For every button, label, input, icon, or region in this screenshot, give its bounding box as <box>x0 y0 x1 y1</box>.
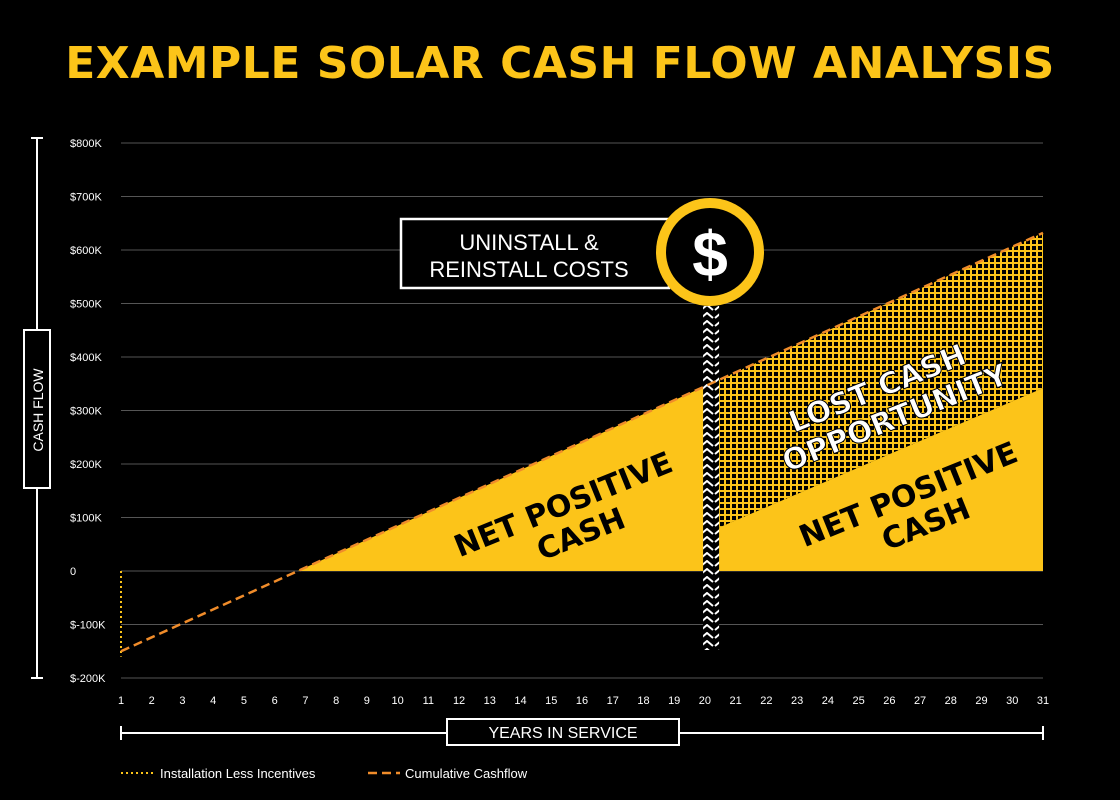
x-tick-label: 20 <box>699 695 711 707</box>
x-tick-label: 15 <box>545 695 557 707</box>
legend-label-cumulative: Cumulative Cashflow <box>405 766 528 781</box>
y-axis-label-box <box>23 329 51 489</box>
x-axis-ticks: 1 2 3 4 5 6 7 8 9 10 11 12 13 14 15 16 17 18 19 20 21 22 23 24 2… <box>118 695 1049 707</box>
x-tick-label: 14 <box>514 695 526 707</box>
x-tick-label: 2 <box>149 695 155 707</box>
x-tick-label: 26 <box>883 695 895 707</box>
x-tick-label: 25 <box>852 695 864 707</box>
x-tick-label: 3 <box>179 695 185 707</box>
x-tick-label: 9 <box>364 695 370 707</box>
y-tick-label: $500K <box>70 299 102 311</box>
y-tick-label: $800K <box>70 138 102 150</box>
y-tick-label: $-100K <box>70 620 106 632</box>
y-tick-label: $100K <box>70 513 102 525</box>
x-tick-label: 13 <box>484 695 496 707</box>
x-tick-label: 21 <box>730 695 742 707</box>
x-tick-label: 18 <box>637 695 649 707</box>
dollar-icon: $ <box>692 218 728 290</box>
x-axis-label-box <box>446 718 680 746</box>
lost-cash-opportunity-area <box>711 232 1043 531</box>
callout-box <box>399 217 671 290</box>
x-tick-label: 30 <box>1006 695 1018 707</box>
x-tick-label: 4 <box>210 695 216 707</box>
y-tick-label: $700K <box>70 192 102 204</box>
x-tick-label: 19 <box>668 695 680 707</box>
net-positive-cash-area-2 <box>711 388 1043 571</box>
x-tick-label: 28 <box>945 695 957 707</box>
x-tick-label: 29 <box>975 695 987 707</box>
y-tick-label: $400K <box>70 352 102 364</box>
chart-title: EXAMPLE SOLAR CASH FLOW ANALYSIS <box>65 38 1055 89</box>
x-tick-label: 22 <box>760 695 772 707</box>
x-tick-label: 7 <box>302 695 308 707</box>
y-tick-label: $600K <box>70 245 102 257</box>
legend-label-installation: Installation Less Incentives <box>160 766 316 781</box>
x-tick-label: 17 <box>607 695 619 707</box>
series-cumulative-cashflow <box>120 231 1044 653</box>
x-tick-label: 12 <box>453 695 465 707</box>
legend: Installation Less Incentives Cumulative … <box>121 766 528 781</box>
x-tick-label: 31 <box>1037 695 1049 707</box>
y-tick-label: $300K <box>70 406 102 418</box>
x-tick-label: 27 <box>914 695 926 707</box>
y-tick-label: $200K <box>70 459 102 471</box>
x-tick-label: 8 <box>333 695 339 707</box>
x-tick-label: 5 <box>241 695 247 707</box>
y-tick-label: 0 <box>70 566 76 578</box>
dollar-icon-disc <box>666 208 754 296</box>
x-tick-label: 11 <box>423 695 434 707</box>
x-tick-label: 24 <box>822 695 834 707</box>
callout-line-1: UNINSTALL & <box>459 230 599 255</box>
x-tick-label: 6 <box>272 695 278 707</box>
x-tick-label: 16 <box>576 695 588 707</box>
x-axis-label: YEARS IN SERVICE <box>488 725 637 742</box>
uninstall-event-bar <box>703 306 720 650</box>
x-tick-label: 23 <box>791 695 803 707</box>
x-tick-label: 10 <box>391 695 403 707</box>
y-axis-ticks: $-200K $-100K 0 $100K $200K $300K $400K $500K $6… <box>70 138 106 685</box>
callout-line-2: REINSTALL COSTS <box>429 257 628 282</box>
y-tick-label: $-200K <box>70 673 106 685</box>
x-tick-label: 1 <box>118 695 124 707</box>
y-axis-label: CASH FLOW <box>30 368 46 452</box>
